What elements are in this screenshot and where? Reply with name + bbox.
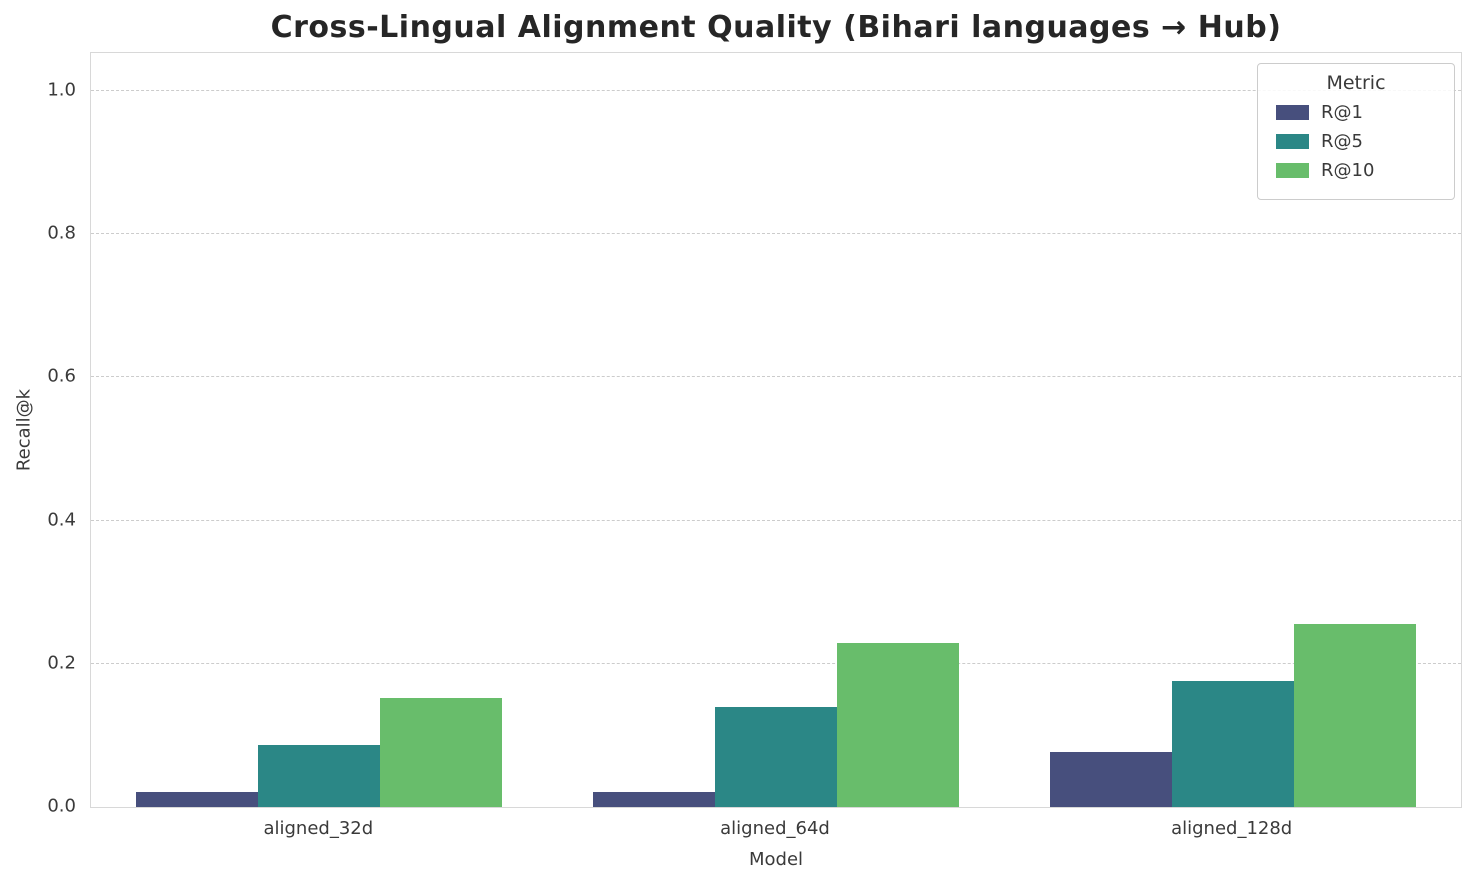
gridline (91, 233, 1461, 235)
y-axis-ticks: 0.0 0.2 0.4 0.6 0.8 1.0 (0, 52, 76, 816)
y-tick-label: 1.0 (47, 79, 76, 101)
legend-swatch-icon (1276, 105, 1309, 120)
bar-aligned_64d-R@10 (836, 643, 959, 807)
chart-title: Cross-Lingual Alignment Quality (Bihari … (270, 10, 1282, 45)
legend-title: Metric (1326, 72, 1386, 94)
bar-aligned_128d-R@10 (1293, 624, 1416, 807)
gridline (91, 662, 1461, 664)
bar-group-aligned_128d (1004, 53, 1461, 807)
bar-aligned_128d-R@1 (1049, 751, 1172, 807)
x-tick-label-aligned_32d: aligned_32d (263, 818, 374, 839)
plot-area: Metric R@1 R@5 R@10 (90, 52, 1462, 808)
x-axis-label: Model (748, 849, 804, 870)
legend-item-R@5: R@5 (1276, 131, 1436, 152)
legend-label: R@10 (1321, 160, 1375, 181)
legend-swatch-icon (1276, 134, 1309, 149)
gridline (91, 376, 1461, 378)
bar-aligned_64d-R@5 (714, 707, 837, 807)
legend-label: R@5 (1321, 131, 1363, 152)
gridline (91, 519, 1461, 521)
legend-label: R@1 (1321, 102, 1363, 123)
gridline (91, 89, 1461, 91)
bar-aligned_128d-R@5 (1171, 680, 1294, 807)
legend-item-R@1: R@1 (1276, 102, 1436, 123)
legend: Metric R@1 R@5 R@10 (1257, 63, 1455, 200)
y-tick-label: 0.2 (47, 652, 76, 674)
bar-aligned_32d-R@10 (380, 698, 503, 807)
x-tick-label-aligned_64d: aligned_64d (720, 818, 830, 839)
bar-aligned_64d-R@1 (592, 791, 715, 807)
x-tick-label-aligned_128d: aligned_128d (1171, 818, 1293, 839)
legend-swatch-icon (1276, 163, 1309, 178)
bar-aligned_32d-R@1 (136, 791, 259, 807)
y-tick-label: 0.4 (47, 509, 76, 531)
y-tick-label: 0.8 (47, 222, 76, 244)
y-tick-label: 0.0 (47, 795, 76, 817)
y-tick-label: 0.6 (47, 365, 76, 387)
bar-group-aligned_64d (548, 53, 1005, 807)
legend-item-R@10: R@10 (1276, 160, 1436, 181)
bar-group-aligned_32d (91, 53, 548, 807)
bar-aligned_32d-R@5 (258, 745, 381, 807)
legend-items: R@1 R@5 R@10 (1270, 102, 1442, 181)
x-axis-ticks: aligned_32d aligned_64d aligned_128d (90, 812, 1462, 840)
